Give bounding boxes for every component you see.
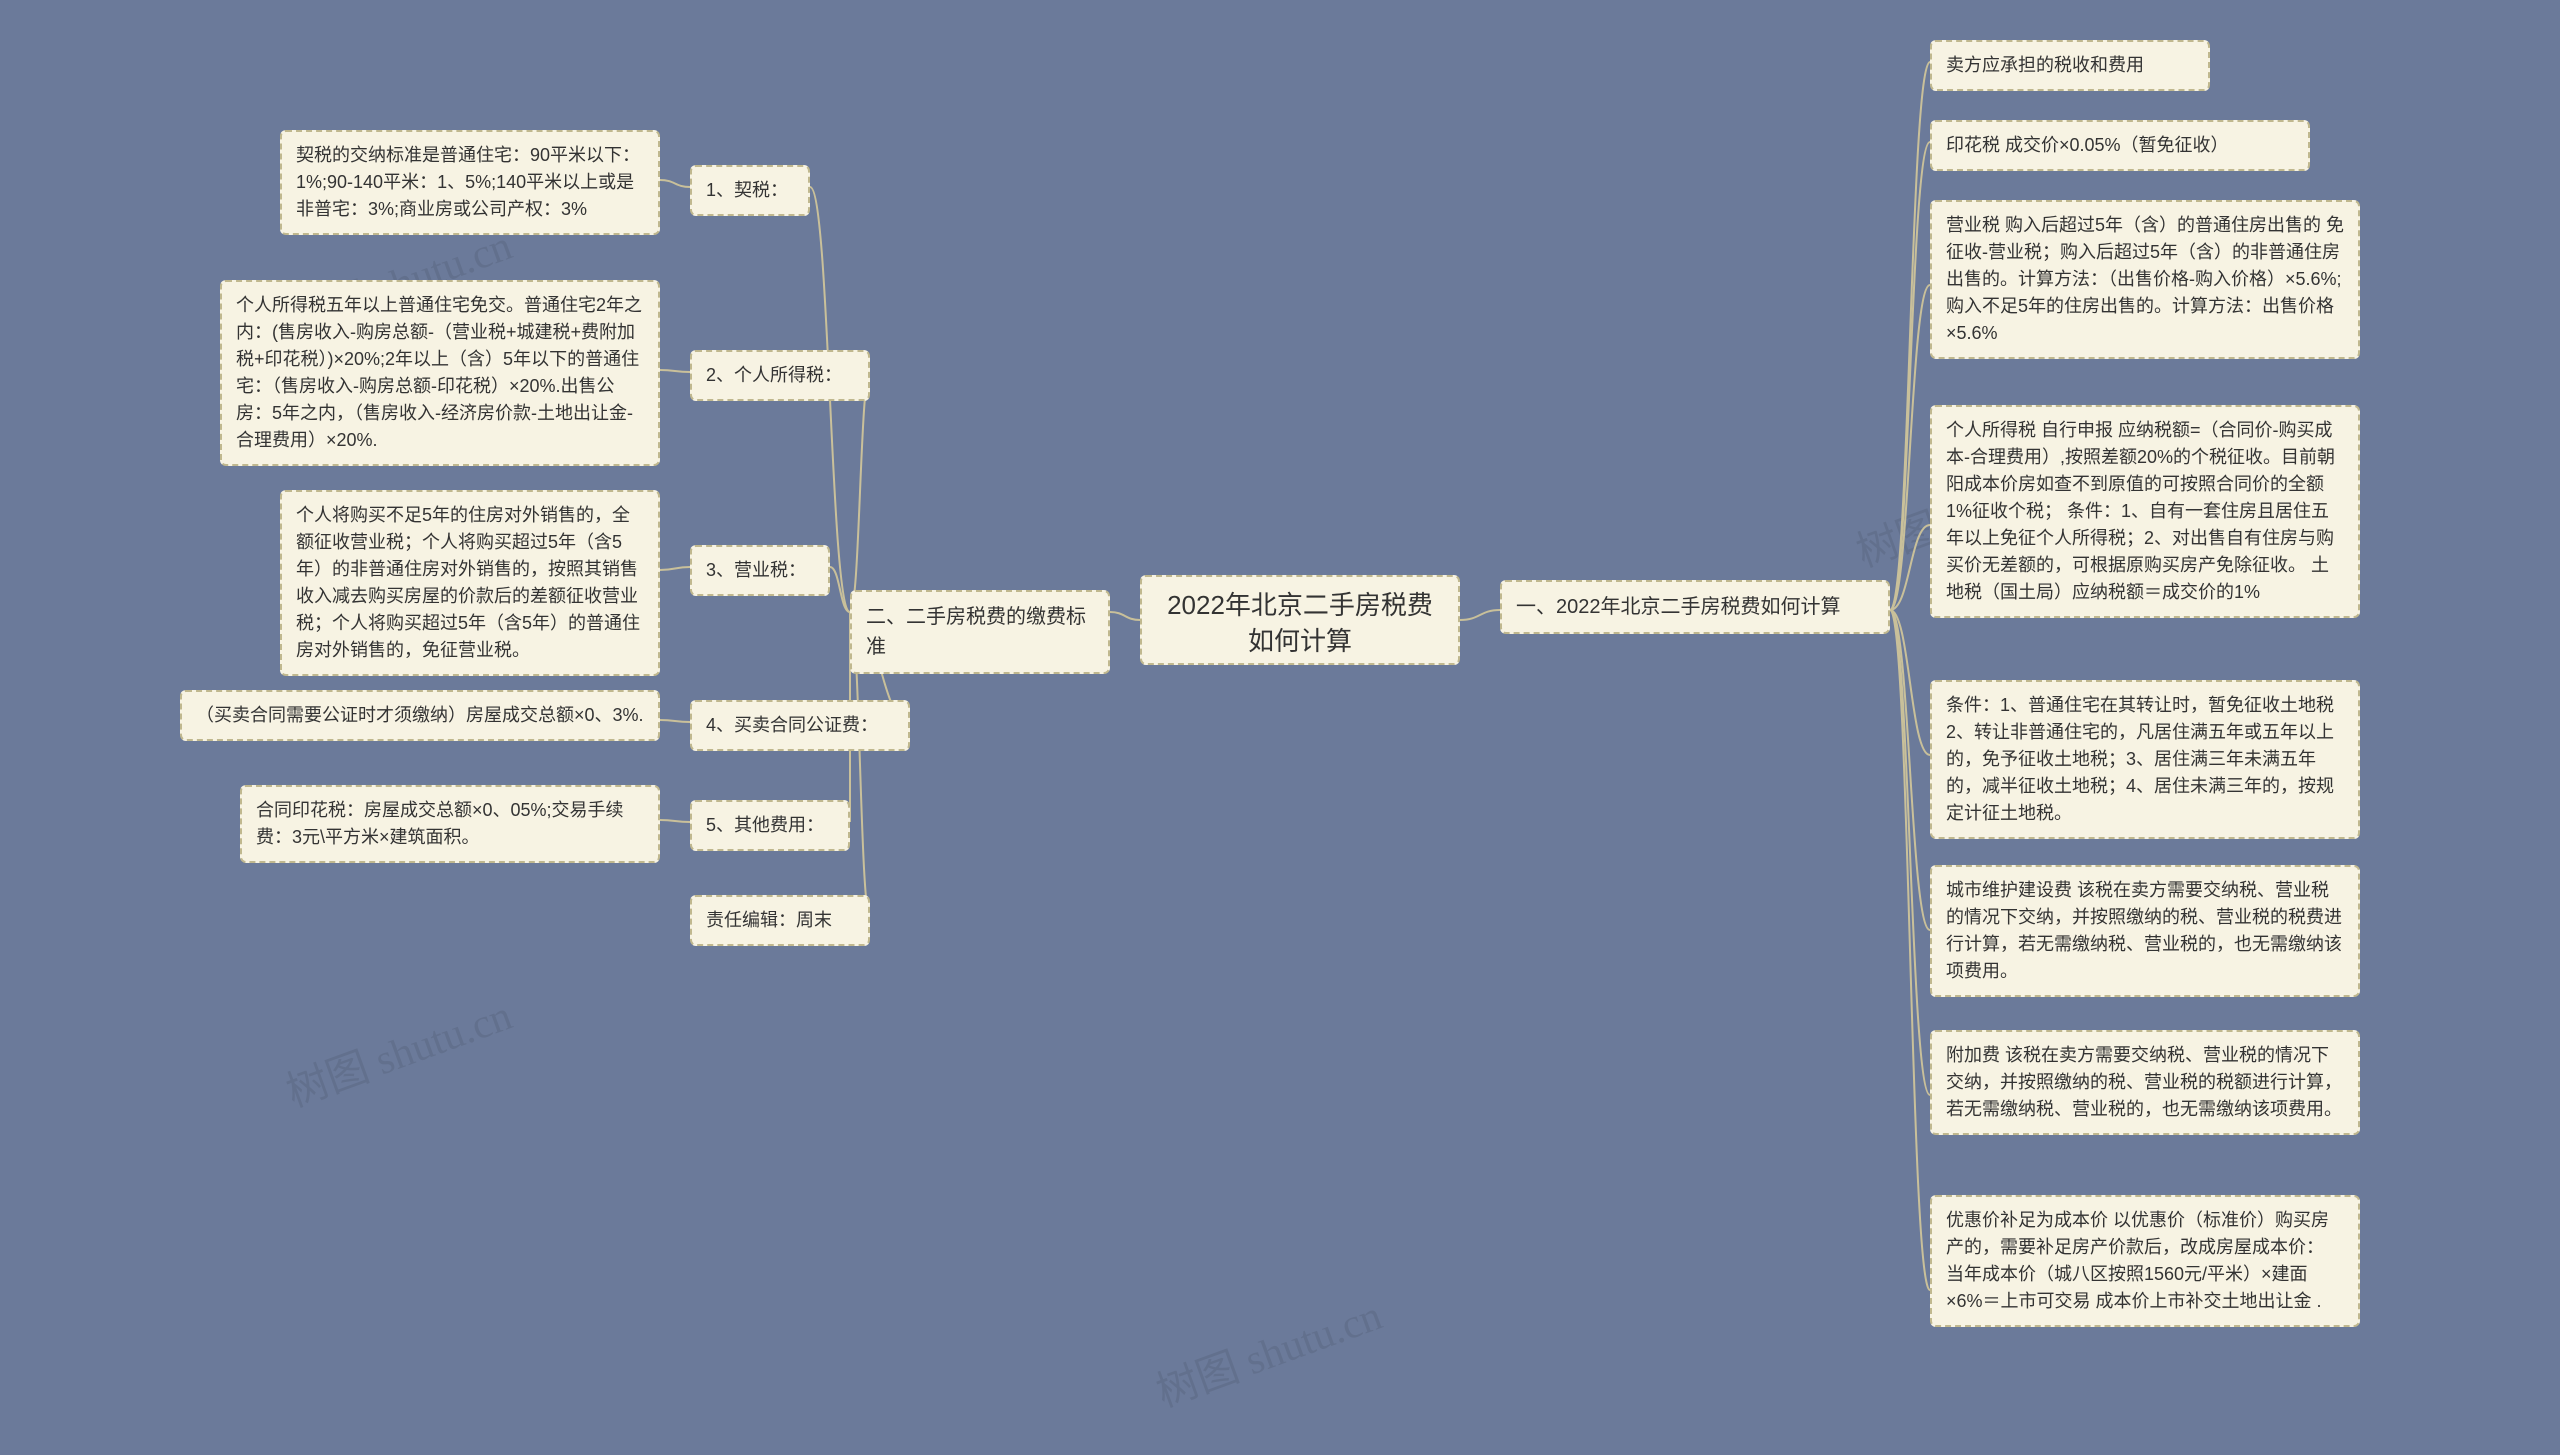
left-branch: 二、二手房税费的缴费标准 [850, 590, 1110, 674]
left-detail: 个人将购买不足5年的住房对外销售的，全额征收营业税；个人将购买超过5年（含5年）… [280, 490, 660, 676]
left-mid: 2、个人所得税： [690, 350, 870, 401]
right-leaf: 印花税 成交价×0.05%（暂免征收） [1930, 120, 2310, 171]
right-leaf: 城市维护建设费 该税在卖方需要交纳税、营业税的情况下交纳，并按照缴纳的税、营业税… [1930, 865, 2360, 997]
right-leaf: 营业税 购入后超过5年（含）的普通住房出售的 免征收-营业税；购入后超过5年（含… [1930, 200, 2360, 359]
left-mid: 责任编辑：周末 [690, 895, 870, 946]
left-detail: 个人所得税五年以上普通住宅免交。普通住宅2年之内：(售房收入-购房总额-（营业税… [220, 280, 660, 466]
root-node: 2022年北京二手房税费如何计算 [1140, 575, 1460, 665]
mindmap-diagram: 2022年北京二手房税费如何计算 一、2022年北京二手房税费如何计算 卖方应承… [480, 0, 2080, 1455]
right-leaf: 附加费 该税在卖方需要交纳税、营业税的情况下交纳，并按照缴纳的税、营业税的税额进… [1930, 1030, 2360, 1135]
left-detail: 合同印花税：房屋成交总额×0、05%;交易手续费：3元\平方米×建筑面积。 [240, 785, 660, 863]
left-mid: 3、营业税： [690, 545, 830, 596]
right-leaf: 优惠价补足为成本价 以优惠价（标准价）购买房产的，需要补足房产价款后，改成房屋成… [1930, 1195, 2360, 1327]
right-branch: 一、2022年北京二手房税费如何计算 [1500, 580, 1890, 634]
right-leaf: 个人所得税 自行申报 应纳税额=（合同价-购买成本-合理费用）,按照差额20%的… [1930, 405, 2360, 618]
left-mid: 4、买卖合同公证费： [690, 700, 910, 751]
left-detail: 契税的交纳标准是普通住宅：90平米以下：1%;90-140平米：1、5%;140… [280, 130, 660, 235]
right-leaf: 卖方应承担的税收和费用 [1930, 40, 2210, 91]
left-mid: 5、其他费用： [690, 800, 850, 851]
left-mid: 1、契税： [690, 165, 810, 216]
left-detail: （买卖合同需要公证时才须缴纳）房屋成交总额×0、3%. [180, 690, 660, 741]
right-leaf: 条件：1、普通住宅在其转让时，暂免征收土地税2、转让非普通住宅的，凡居住满五年或… [1930, 680, 2360, 839]
